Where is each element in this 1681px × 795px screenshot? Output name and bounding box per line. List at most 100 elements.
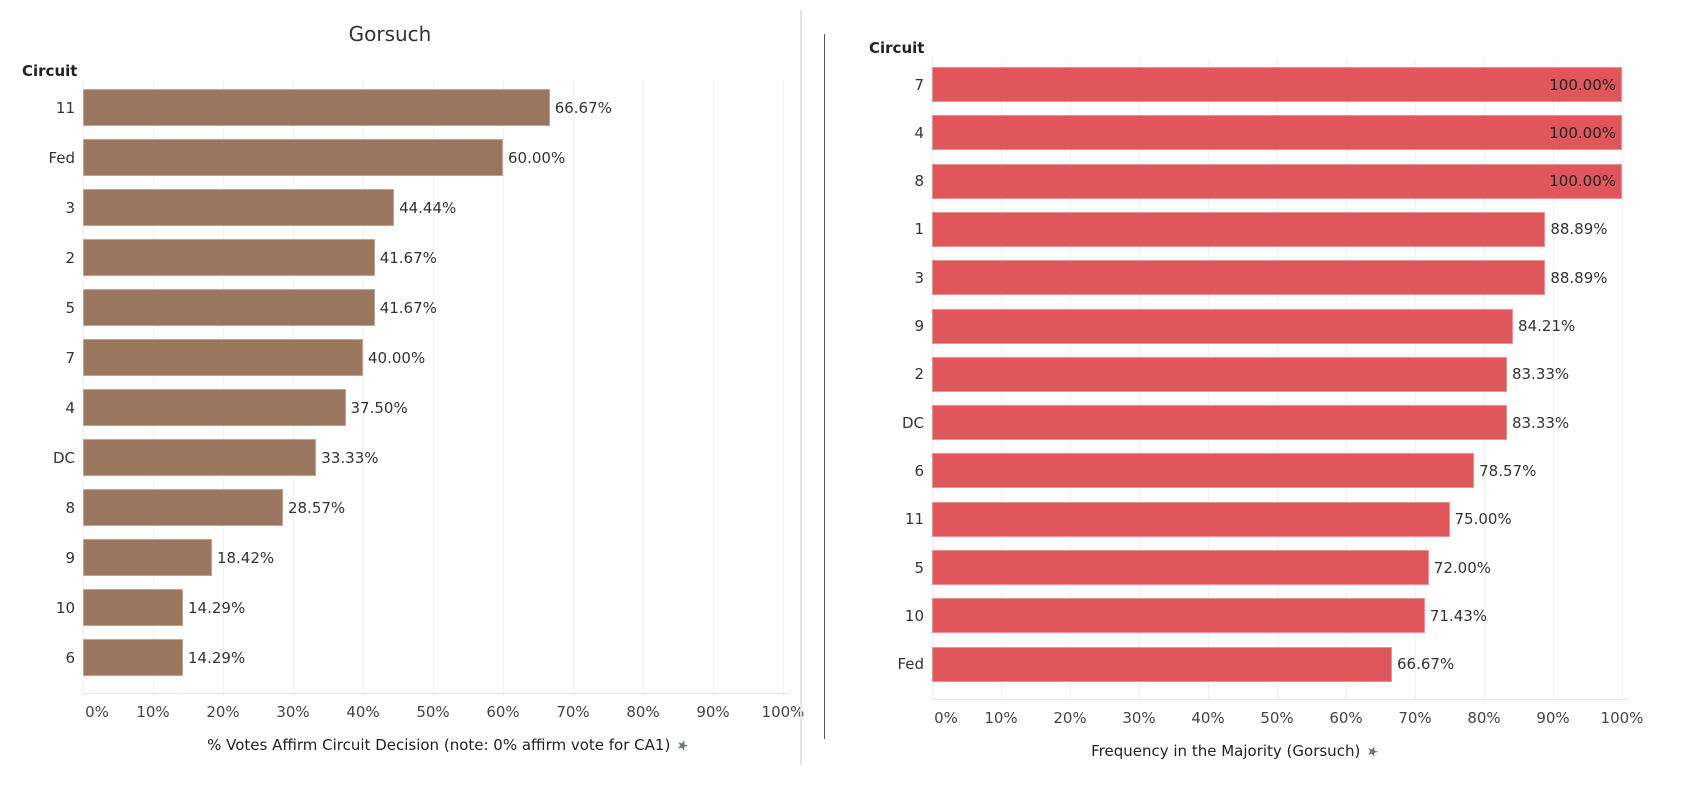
gridline bbox=[83, 81, 84, 695]
category-label: 9 bbox=[65, 548, 75, 567]
gridline bbox=[1622, 59, 1623, 701]
category-label: 3 bbox=[914, 268, 924, 287]
bar[interactable] bbox=[83, 239, 375, 276]
data-label: 44.44% bbox=[399, 198, 457, 217]
x-axis-line bbox=[932, 698, 1628, 700]
x-tick-label: 20% bbox=[206, 703, 240, 721]
data-label: 78.57% bbox=[1479, 461, 1537, 480]
bar[interactable] bbox=[932, 67, 1622, 102]
category-label: Fed bbox=[897, 655, 924, 674]
row-header-circuit: Circuit bbox=[869, 39, 925, 57]
gridline bbox=[223, 81, 224, 695]
category-label: 9 bbox=[914, 317, 924, 335]
x-tick-label: 50% bbox=[1260, 708, 1294, 727]
category-label: 8 bbox=[65, 498, 75, 517]
bar[interactable] bbox=[83, 289, 375, 326]
x-tick-label: 50% bbox=[416, 703, 450, 721]
category-label: 7 bbox=[65, 348, 75, 367]
gridline bbox=[643, 81, 644, 695]
data-label: 83.33% bbox=[1511, 365, 1570, 384]
category-label: 2 bbox=[914, 365, 924, 384]
data-label: 28.57% bbox=[287, 498, 346, 517]
category-label: 2 bbox=[65, 248, 75, 267]
x-tick-label: 20% bbox=[1053, 708, 1087, 727]
x-tick-label: 40% bbox=[346, 703, 380, 721]
x-tick-label: 100% bbox=[761, 703, 805, 721]
data-label: 100.00% bbox=[1549, 123, 1616, 142]
bar[interactable] bbox=[83, 489, 283, 526]
left-chart-panel: Gorsuch Circuit 11 66.67% Fed 60.00% 3 44.44% 2 4… bbox=[0, 0, 804, 795]
bar[interactable] bbox=[83, 339, 363, 376]
data-label: 40.00% bbox=[368, 348, 426, 367]
data-label: 14.29% bbox=[188, 648, 246, 667]
data-label: 14.29% bbox=[188, 598, 246, 617]
x-axis-line bbox=[83, 693, 789, 694]
gridline bbox=[363, 81, 364, 695]
x-tick-label: 90% bbox=[696, 703, 730, 721]
category-label: 8 bbox=[914, 172, 924, 191]
pin-icon[interactable]: ★ bbox=[673, 736, 692, 756]
bar[interactable] bbox=[932, 646, 1393, 682]
bar[interactable] bbox=[83, 389, 346, 426]
x-tick-label: 0% bbox=[85, 703, 109, 721]
x-axis-title: % Votes Affirm Circuit Decision (note: 0… bbox=[207, 736, 692, 756]
data-label: 83.33% bbox=[1511, 413, 1570, 432]
right-chart-panel: Circuit 7 100.00% 4 100.00% 8 100.00% 1 88.89% 3 8… bbox=[825, 0, 1681, 795]
data-label: 18.42% bbox=[216, 548, 275, 567]
data-label: 71.43% bbox=[1429, 606, 1488, 625]
x-tick-label: 100% bbox=[1600, 708, 1644, 727]
bar[interactable] bbox=[932, 598, 1425, 634]
bar[interactable] bbox=[83, 139, 503, 176]
x-tick-label: 40% bbox=[1191, 708, 1225, 727]
category-label: 6 bbox=[914, 461, 924, 480]
gridline bbox=[1553, 59, 1554, 701]
bar[interactable] bbox=[932, 260, 1546, 296]
bar[interactable] bbox=[932, 211, 1546, 247]
data-label: 66.67% bbox=[554, 98, 612, 117]
bar[interactable] bbox=[83, 639, 184, 676]
gridline bbox=[433, 81, 434, 695]
data-label: 41.67% bbox=[379, 248, 437, 267]
data-label: 37.50% bbox=[350, 398, 408, 417]
gridline bbox=[153, 81, 154, 695]
category-label: 4 bbox=[65, 398, 75, 417]
bar[interactable] bbox=[83, 89, 550, 126]
panel-divider bbox=[800, 10, 802, 765]
row-header-circuit: Circuit bbox=[22, 62, 78, 80]
data-label: 33.33% bbox=[321, 448, 379, 467]
bar[interactable] bbox=[932, 163, 1622, 199]
chart-title: Gorsuch bbox=[348, 22, 432, 46]
data-label: 72.00% bbox=[1433, 558, 1491, 577]
gridline bbox=[713, 81, 714, 695]
x-tick-label: 80% bbox=[1467, 708, 1501, 727]
x-tick-label: 0% bbox=[934, 708, 958, 727]
data-label: 66.67% bbox=[1397, 655, 1455, 674]
bar[interactable] bbox=[83, 439, 317, 476]
bar[interactable] bbox=[932, 550, 1429, 585]
pin-icon[interactable]: ★ bbox=[1363, 742, 1382, 762]
x-axis-title: Frequency in the Majority (Gorsuch) ★ bbox=[1091, 742, 1382, 762]
x-tick-label: 30% bbox=[1122, 708, 1156, 727]
bar[interactable] bbox=[83, 189, 395, 226]
bar[interactable] bbox=[932, 501, 1450, 537]
bar[interactable] bbox=[932, 405, 1507, 441]
data-label: 75.00% bbox=[1454, 510, 1512, 529]
category-label: DC bbox=[52, 448, 75, 467]
gridline bbox=[293, 81, 294, 695]
bar[interactable] bbox=[932, 308, 1514, 344]
bar[interactable] bbox=[932, 453, 1475, 489]
right-panel-border bbox=[824, 34, 825, 739]
x-tick-label: 10% bbox=[984, 708, 1018, 727]
data-label: 88.89% bbox=[1550, 220, 1608, 239]
data-label: 84.21% bbox=[1518, 317, 1576, 335]
bar[interactable] bbox=[83, 589, 184, 626]
bar[interactable] bbox=[83, 539, 212, 576]
x-tick-label: 90% bbox=[1536, 708, 1570, 727]
bar[interactable] bbox=[932, 115, 1622, 151]
gridline bbox=[573, 81, 574, 695]
x-axis-title-text: % Votes Affirm Circuit Decision (note: 0… bbox=[207, 736, 671, 754]
bar[interactable] bbox=[932, 356, 1507, 392]
x-tick-label: 30% bbox=[276, 703, 310, 721]
data-label: 60.00% bbox=[508, 148, 566, 167]
category-label: 10 bbox=[55, 598, 75, 617]
